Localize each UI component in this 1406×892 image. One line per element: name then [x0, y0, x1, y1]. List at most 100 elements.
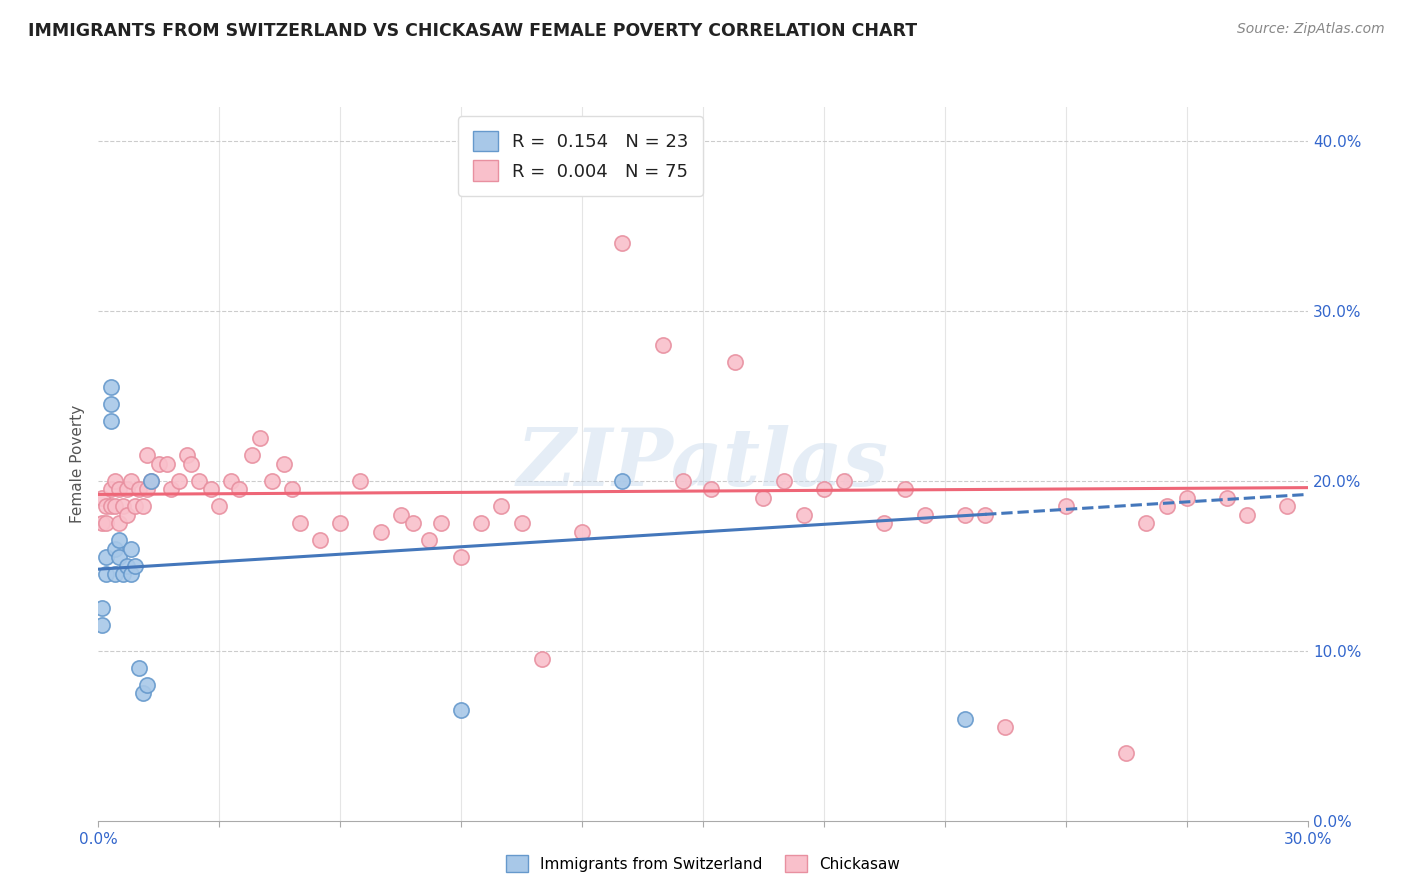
Point: [221, 474, 243, 488]
Point: [724, 355, 747, 369]
Point: [1277, 500, 1299, 514]
Point: [139, 474, 162, 488]
Legend: R =  0.154   N = 23, R =  0.004   N = 75: R = 0.154 N = 23, R = 0.004 N = 75: [458, 116, 703, 195]
Point: [107, 550, 129, 565]
Point: [115, 508, 138, 522]
Text: Source: ZipAtlas.com: Source: ZipAtlas.com: [1237, 22, 1385, 37]
Point: [120, 541, 142, 556]
Point: [167, 474, 190, 488]
Point: [91, 601, 114, 615]
Point: [1115, 746, 1137, 760]
Point: [1054, 500, 1077, 514]
Point: [96, 567, 118, 582]
Point: [96, 500, 118, 514]
Point: [288, 516, 311, 531]
Point: [470, 516, 492, 531]
Point: [752, 491, 775, 505]
Point: [160, 483, 183, 497]
Point: [430, 516, 453, 531]
Point: [450, 550, 472, 565]
Point: [132, 500, 155, 514]
Point: [208, 500, 231, 514]
Point: [111, 567, 134, 582]
Point: [402, 516, 425, 531]
Point: [120, 567, 142, 582]
Point: [491, 500, 513, 514]
Point: [349, 474, 371, 488]
Point: [148, 457, 170, 471]
Point: [389, 508, 412, 522]
Point: [260, 474, 283, 488]
Point: [128, 483, 150, 497]
Legend: Immigrants from Switzerland, Chickasaw: Immigrants from Switzerland, Chickasaw: [499, 847, 907, 880]
Point: [91, 516, 114, 531]
Point: [180, 457, 202, 471]
Point: [612, 235, 634, 250]
Point: [530, 652, 553, 666]
Point: [700, 483, 723, 497]
Point: [240, 448, 263, 462]
Point: [100, 397, 122, 411]
Point: [571, 524, 593, 539]
Point: [672, 474, 695, 488]
Point: [100, 483, 122, 497]
Point: [91, 491, 114, 505]
Point: [124, 500, 146, 514]
Point: [200, 483, 222, 497]
Point: [249, 431, 271, 445]
Point: [612, 474, 634, 488]
Point: [832, 474, 855, 488]
Point: [135, 678, 157, 692]
Point: [873, 516, 896, 531]
Y-axis label: Female Poverty: Female Poverty: [69, 405, 84, 523]
Point: [370, 524, 392, 539]
Point: [115, 483, 138, 497]
Point: [139, 474, 162, 488]
Point: [418, 533, 440, 548]
Point: [651, 338, 673, 352]
Point: [96, 516, 118, 531]
Point: [793, 508, 815, 522]
Point: [124, 558, 146, 573]
Point: [813, 483, 835, 497]
Point: [120, 474, 142, 488]
Point: [1156, 500, 1178, 514]
Point: [111, 500, 134, 514]
Point: [228, 483, 250, 497]
Point: [1135, 516, 1157, 531]
Point: [450, 703, 472, 717]
Point: [176, 448, 198, 462]
Point: [994, 720, 1017, 734]
Point: [115, 558, 138, 573]
Point: [128, 661, 150, 675]
Point: [953, 508, 976, 522]
Point: [103, 541, 125, 556]
Point: [953, 712, 976, 726]
Point: [1175, 491, 1198, 505]
Point: [107, 516, 129, 531]
Point: [1216, 491, 1239, 505]
Point: [100, 414, 122, 428]
Point: [156, 457, 179, 471]
Point: [281, 483, 304, 497]
Point: [1236, 508, 1258, 522]
Point: [91, 618, 114, 632]
Point: [135, 483, 157, 497]
Point: [188, 474, 211, 488]
Point: [273, 457, 295, 471]
Point: [309, 533, 332, 548]
Point: [974, 508, 997, 522]
Point: [107, 483, 129, 497]
Point: [132, 686, 155, 700]
Point: [107, 533, 129, 548]
Point: [510, 516, 533, 531]
Point: [103, 500, 125, 514]
Point: [96, 550, 118, 565]
Point: [329, 516, 352, 531]
Point: [103, 567, 125, 582]
Point: [893, 483, 915, 497]
Point: [100, 500, 122, 514]
Point: [772, 474, 794, 488]
Point: [100, 380, 122, 394]
Point: [135, 448, 157, 462]
